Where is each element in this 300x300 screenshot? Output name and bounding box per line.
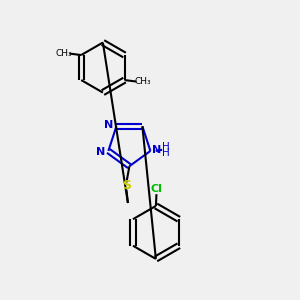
Text: S: S — [122, 179, 131, 192]
Text: H: H — [162, 148, 170, 158]
Text: CH₃: CH₃ — [135, 77, 152, 86]
Text: CH₃: CH₃ — [55, 49, 72, 58]
Text: N: N — [104, 120, 114, 130]
Text: N: N — [96, 147, 106, 158]
Text: N: N — [152, 145, 161, 155]
Text: Cl: Cl — [151, 184, 162, 194]
Text: H: H — [162, 142, 170, 152]
